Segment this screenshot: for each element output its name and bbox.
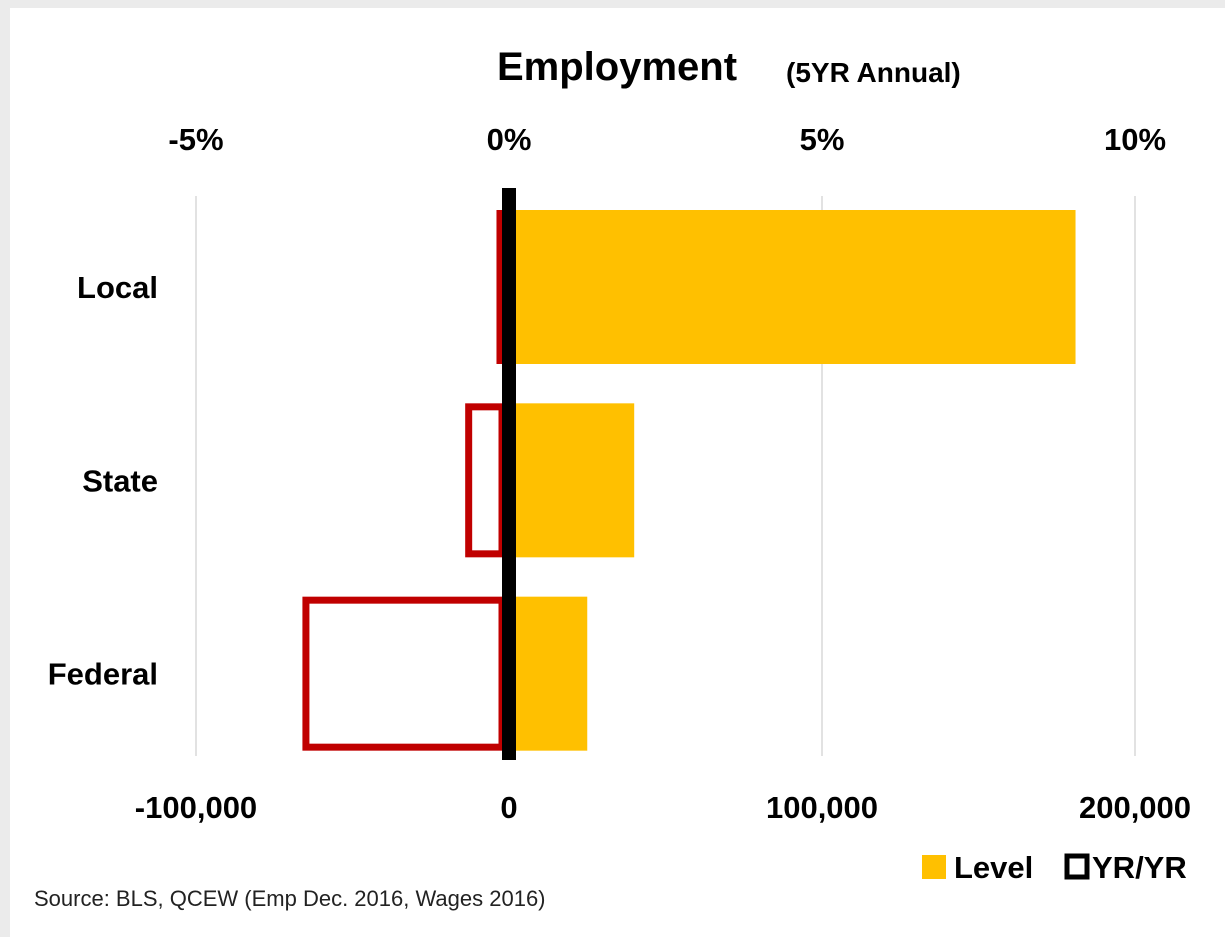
level-bars <box>509 210 1076 751</box>
level-bar-local <box>509 210 1076 364</box>
legend-swatch-level <box>922 855 946 879</box>
top-tick-label-0: -5% <box>168 122 223 157</box>
category-label-federal: Federal <box>48 657 158 692</box>
chart-frame: Employment (5YR Annual) -5% 0% 5% 10% -100,… <box>10 8 1225 937</box>
employment-chart: Employment (5YR Annual) -5% 0% 5% 10% -100,… <box>34 45 1191 911</box>
yoy-bars <box>302 210 506 751</box>
chart-subtitle: (5YR Annual) <box>786 57 961 88</box>
legend: Level YR/YR <box>922 850 1187 885</box>
category-label-local: Local <box>77 270 158 305</box>
legend-label-level: Level <box>954 850 1033 885</box>
bottom-axis-ticks: -100,000 0 100,000 200,000 <box>135 790 1191 825</box>
top-tick-label-2: 5% <box>800 122 845 157</box>
chart-title: Employment <box>497 45 737 89</box>
category-label-state: State <box>82 463 158 498</box>
bottom-tick-label-0: -100,000 <box>135 790 257 825</box>
legend-label-yoy: YR/YR <box>1092 850 1187 885</box>
top-tick-label-1: 0% <box>487 122 532 157</box>
yoy-bar-state <box>465 403 506 558</box>
bottom-tick-label-1: 0 <box>500 790 517 825</box>
legend-swatch-yoy <box>1064 853 1090 880</box>
yoy-bar-local <box>496 210 506 364</box>
source-note: Source: BLS, QCEW (Emp Dec. 2016, Wages … <box>34 886 546 911</box>
top-axis-ticks: -5% 0% 5% 10% <box>168 122 1166 157</box>
bottom-tick-label-2: 100,000 <box>766 790 878 825</box>
yoy-bar-federal <box>302 596 506 751</box>
bottom-tick-label-3: 200,000 <box>1079 790 1191 825</box>
level-bar-state <box>509 403 635 558</box>
category-labels: Local State Federal <box>48 270 158 692</box>
level-bar-federal <box>509 596 588 751</box>
top-tick-label-3: 10% <box>1104 122 1166 157</box>
